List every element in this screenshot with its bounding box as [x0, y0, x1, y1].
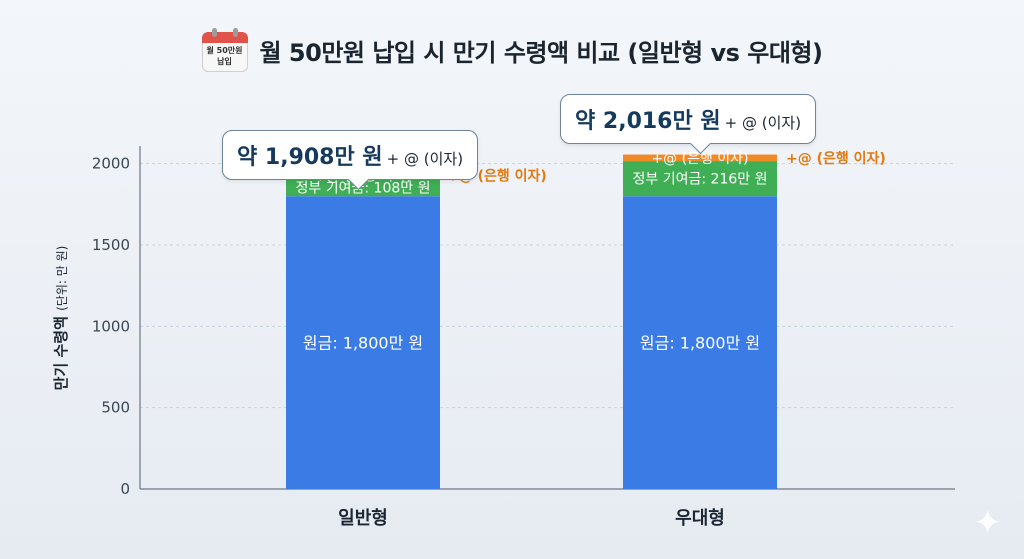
sparkle-icon: ✦ [973, 503, 1003, 543]
callout-general: 약 1,908만 원 + @ (이자) [222, 130, 479, 191]
calendar-icon-line1: 월 50만원 [206, 46, 243, 55]
callout-preferred-note: + @ (이자) [724, 114, 802, 132]
calendar-icon-line2: 납입 [217, 57, 232, 66]
bar-label-interest-1: +@ (은행 이자) [651, 151, 748, 167]
callout-general-note: + @ (이자) [386, 150, 464, 168]
calendar-icon: 월 50만원 납입 [201, 28, 248, 72]
x-category-label: 일반형 [338, 508, 388, 529]
chart-title: 월 50만원 납입 시 만기 수령액 비교 (일반형 vs 우대형) [259, 38, 823, 67]
bar-label-principal-0: 원금: 1,800만 원 [303, 333, 423, 352]
callout-general-amount: 약 1,908만 원 [237, 145, 383, 170]
bar-principal-1 [623, 196, 777, 489]
bar-label-government-1: 정부 기여금: 216만 원 [633, 172, 768, 188]
bar-label-government-0: 정부 기여금: 108만 원 [296, 180, 431, 196]
chart-title-row: 월 50만원 납입 월 50만원 납입 시 만기 수령액 비교 (일반형 vs … [0, 28, 1024, 72]
y-axis-label: 만기 수령액 (단위: 만 원) [52, 246, 70, 391]
bar-government-1 [623, 161, 777, 197]
y-tick-label: 2000 [92, 155, 130, 173]
callout-preferred-amount: 약 2,016만 원 [575, 109, 721, 134]
y-tick-label: 1000 [92, 317, 130, 335]
bar-principal-0 [286, 196, 440, 489]
callout-preferred: 약 2,016만 원 + @ (이자) [560, 94, 817, 155]
bar-government-0 [286, 178, 440, 197]
x-category-label: 우대형 [675, 508, 725, 529]
y-tick-label: 500 [101, 399, 130, 417]
y-tick-label: 0 [120, 480, 130, 498]
bar-label-principal-1: 원금: 1,800만 원 [640, 333, 760, 352]
bar-interest-1 [623, 154, 777, 162]
y-tick-label: 1500 [92, 236, 130, 254]
interest-side-label-1: +@ (은행 이자) [786, 150, 886, 167]
